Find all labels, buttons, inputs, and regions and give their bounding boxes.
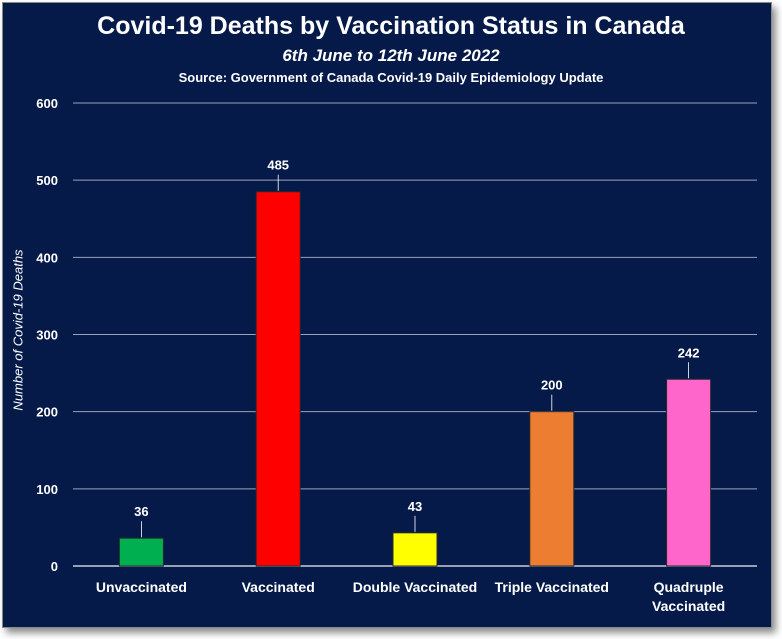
y-tick-label: 100 [36,482,58,497]
bar [118,537,164,567]
data-label: 242 [678,345,700,360]
y-tick-label: 300 [36,328,58,343]
data-label: 43 [408,499,422,514]
x-tick-label: Vaccinated [652,598,725,614]
data-label: 36 [134,504,148,519]
chart-subtitle: 6th June to 12th June 2022 [282,46,500,65]
y-tick-label: 0 [51,559,58,574]
chart-source: Source: Government of Canada Covid-19 Da… [178,70,604,85]
bar [255,191,301,567]
chart-frame [2,2,772,628]
y-tick-label: 600 [36,96,58,111]
y-tick-label: 500 [36,173,58,188]
bar [392,532,438,567]
data-label: 200 [541,378,563,393]
data-label: 485 [267,158,289,173]
bar [529,411,575,567]
y-tick-label: 200 [36,405,58,420]
x-tick-label: Double Vaccinated [353,579,477,595]
x-tick-label: Quadruple [654,579,724,595]
y-tick-label: 400 [36,250,58,265]
x-tick-label: Triple Vaccinated [495,579,609,595]
x-tick-label: Vaccinated [242,579,315,595]
bar [666,378,712,567]
chart-title: Covid-19 Deaths by Vaccination Status in… [97,12,685,40]
x-tick-label: Unvaccinated [96,579,187,595]
